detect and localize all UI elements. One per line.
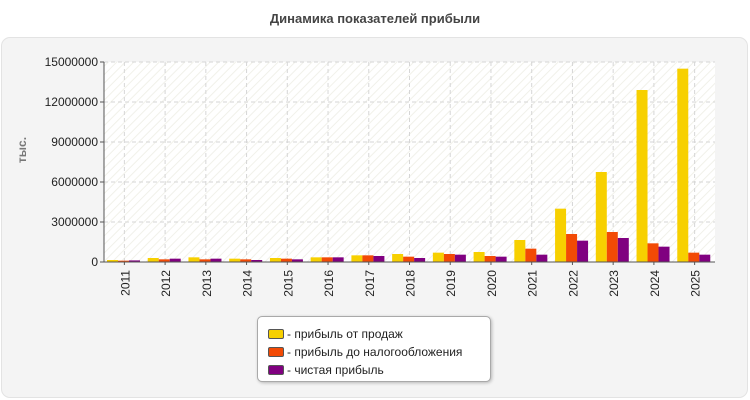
bar-net — [536, 254, 548, 262]
bar-net — [251, 260, 263, 262]
bar-net — [454, 254, 466, 262]
bar-sales — [269, 258, 281, 262]
bar-sales — [432, 252, 444, 262]
bar-sales — [514, 240, 526, 262]
bar-sales — [310, 257, 322, 262]
x-tick-label: 2024 — [648, 270, 662, 297]
x-tick-label: 2011 — [118, 270, 132, 296]
bar-pretax — [484, 256, 496, 262]
bar-pretax — [199, 259, 211, 262]
y-axis-title: тыс. — [15, 137, 29, 163]
bar-pretax — [688, 252, 700, 262]
bar-pretax — [403, 256, 415, 262]
y-tick-label: 15000000 — [45, 55, 99, 69]
bar-net — [699, 254, 711, 262]
x-tick-label: 2014 — [241, 270, 255, 297]
x-tick-label: 2023 — [607, 270, 621, 297]
bar-net — [414, 258, 426, 262]
x-tick-label: 2017 — [363, 270, 377, 297]
bar-sales — [188, 257, 200, 262]
x-tick-label: 2019 — [444, 270, 458, 297]
y-tick-label: 3000000 — [51, 215, 98, 229]
bar-pretax — [321, 257, 333, 262]
y-tick-label: 6000000 — [51, 175, 98, 189]
legend-item-pretax: - прибыль до налогообложения — [268, 343, 490, 361]
y-tick-label: 9000000 — [51, 135, 98, 149]
bar-sales — [636, 90, 648, 262]
bar-sales — [392, 254, 404, 262]
bar-net — [129, 260, 140, 262]
legend-label-pretax: - прибыль до налогообложения — [287, 345, 463, 359]
bar-pretax — [525, 248, 537, 262]
y-tick-label: 0 — [91, 255, 98, 269]
bar-net — [373, 256, 385, 262]
bar-sales — [351, 255, 363, 262]
bar-pretax — [606, 232, 618, 262]
bar-pretax — [280, 258, 292, 262]
y-tick-label: 12000000 — [45, 95, 99, 109]
bar-sales — [473, 252, 485, 262]
bar-net — [658, 246, 670, 262]
bar-net — [495, 256, 507, 262]
bar-net — [332, 257, 344, 262]
bar-pretax — [362, 255, 374, 262]
bar-pretax — [647, 243, 659, 262]
legend-label-net: - чистая прибыль — [287, 363, 384, 377]
bar-net — [169, 258, 181, 262]
x-tick-label: 2013 — [200, 270, 214, 297]
chart-title: Динамика показателей прибыли — [269, 11, 481, 26]
bar-pretax — [443, 254, 455, 262]
x-tick-label: 2016 — [322, 270, 336, 297]
bar-pretax — [566, 234, 578, 262]
bar-pretax — [118, 260, 129, 262]
legend-swatch-pretax — [268, 347, 284, 357]
bar-sales — [107, 260, 118, 262]
legend-swatch-sales — [268, 329, 284, 339]
bar-pretax — [158, 259, 170, 262]
bar-sales — [555, 208, 567, 262]
legend-item-net: - чистая прибыль — [268, 361, 490, 379]
x-tick-label: 2018 — [404, 270, 418, 297]
x-tick-label: 2015 — [281, 270, 295, 297]
bar-net — [577, 240, 589, 262]
bar-pretax — [240, 259, 252, 262]
bar-net — [617, 238, 629, 262]
chart-legend: - прибыль от продаж - прибыль до налогоо… — [257, 316, 491, 382]
legend-item-sales: - прибыль от продаж — [268, 325, 490, 343]
x-tick-label: 2012 — [159, 270, 173, 297]
bar-net — [210, 258, 222, 262]
bar-sales — [147, 258, 159, 262]
bar-sales — [229, 258, 241, 262]
bar-net — [291, 259, 303, 262]
legend-label-sales: - прибыль от продаж — [287, 327, 403, 341]
legend-swatch-net — [268, 365, 284, 375]
x-tick-label: 2021 — [526, 270, 540, 297]
x-tick-label: 2022 — [566, 270, 580, 297]
x-tick-label: 2025 — [689, 270, 703, 297]
bar-sales — [677, 68, 689, 263]
x-tick-label: 2020 — [485, 270, 499, 297]
bar-sales — [595, 172, 607, 262]
